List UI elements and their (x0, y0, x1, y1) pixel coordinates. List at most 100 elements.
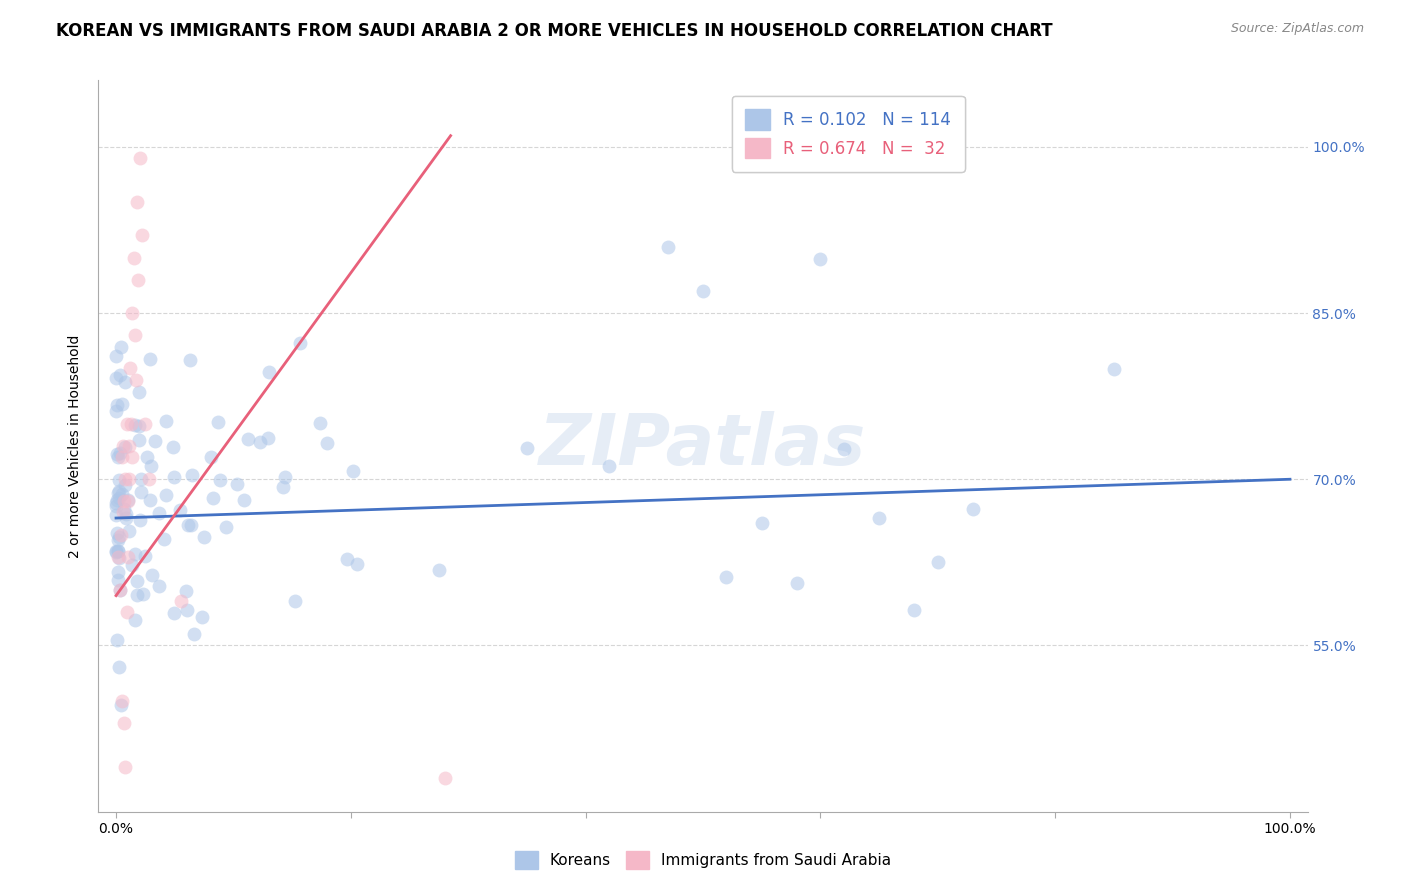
Point (105, 500, 128, 514)
Point (115, 417, 138, 431)
Point (163, 606, 186, 620)
Point (162, 440, 184, 454)
Point (692, 284, 714, 298)
Point (112, 494, 135, 508)
Point (105, 403, 128, 417)
Point (108, 583, 131, 598)
Point (117, 549, 139, 564)
Point (124, 547, 146, 561)
Point (121, 450, 143, 464)
Point (108, 473, 131, 487)
Point (114, 760, 136, 774)
Point (180, 517, 202, 532)
Point (169, 502, 191, 516)
Point (832, 442, 855, 456)
Point (236, 432, 259, 446)
Point (193, 530, 215, 544)
Text: KOREAN VS IMMIGRANTS FROM SAUDI ARABIA 2 OR MORE VEHICLES IN HOUSEHOLD CORRELATI: KOREAN VS IMMIGRANTS FROM SAUDI ARABIA 2… (56, 22, 1053, 40)
Point (141, 568, 163, 582)
Point (284, 594, 307, 608)
Point (124, 614, 146, 628)
Point (105, 371, 128, 385)
Point (163, 469, 186, 483)
Point (201, 491, 224, 506)
Point (249, 434, 271, 449)
Point (111, 487, 134, 501)
Point (124, 328, 146, 343)
Point (271, 480, 294, 494)
Point (200, 450, 222, 464)
Point (148, 580, 170, 594)
Point (868, 511, 890, 525)
Point (181, 468, 204, 483)
Point (107, 450, 129, 465)
Point (105, 508, 128, 522)
Point (118, 472, 141, 486)
Point (346, 557, 368, 571)
Point (169, 594, 191, 608)
Point (105, 632, 128, 647)
Point (128, 384, 150, 399)
Point (107, 486, 129, 500)
Point (288, 335, 311, 350)
Point (125, 372, 148, 386)
Point (177, 517, 200, 532)
Point (657, 239, 679, 253)
Point (105, 492, 128, 507)
Point (115, 511, 138, 525)
Point (927, 555, 949, 569)
Point (127, 195, 149, 210)
Point (110, 527, 132, 541)
Point (105, 525, 128, 540)
Legend: Koreans, Immigrants from Saudi Arabia: Koreans, Immigrants from Saudi Arabia (509, 845, 897, 875)
Point (108, 484, 131, 499)
Point (191, 610, 214, 624)
Point (124, 417, 146, 432)
Point (115, 605, 138, 619)
Point (214, 520, 236, 534)
Y-axis label: 2 or more Vehicles in Household: 2 or more Vehicles in Household (69, 334, 83, 558)
Point (179, 353, 201, 368)
Point (315, 435, 337, 450)
Point (114, 507, 136, 521)
Point (139, 458, 162, 473)
Point (111, 397, 134, 411)
Point (808, 252, 831, 266)
Point (155, 414, 177, 428)
Point (138, 472, 160, 486)
Point (122, 251, 145, 265)
Point (107, 573, 129, 587)
Point (114, 472, 136, 486)
Point (274, 470, 297, 484)
Point (233, 492, 256, 507)
Point (208, 474, 231, 488)
Point (962, 501, 984, 516)
Point (108, 446, 131, 460)
Point (114, 478, 136, 492)
Point (132, 587, 155, 601)
Point (128, 151, 150, 165)
Point (108, 583, 131, 598)
Point (120, 361, 142, 376)
Point (111, 450, 134, 464)
Point (117, 493, 139, 508)
Point (148, 506, 170, 520)
Point (105, 349, 128, 363)
Point (134, 549, 156, 563)
Point (131, 228, 153, 243)
Point (107, 544, 129, 558)
Point (176, 603, 198, 617)
Point (105, 545, 128, 559)
Point (342, 463, 364, 477)
Point (598, 458, 620, 473)
Point (427, 563, 450, 577)
Point (155, 488, 177, 502)
Point (1102, 361, 1125, 376)
Point (108, 530, 131, 544)
Point (225, 476, 247, 491)
Point (153, 532, 176, 546)
Point (112, 716, 135, 731)
Point (336, 551, 359, 566)
Point (751, 516, 773, 531)
Point (139, 492, 162, 507)
